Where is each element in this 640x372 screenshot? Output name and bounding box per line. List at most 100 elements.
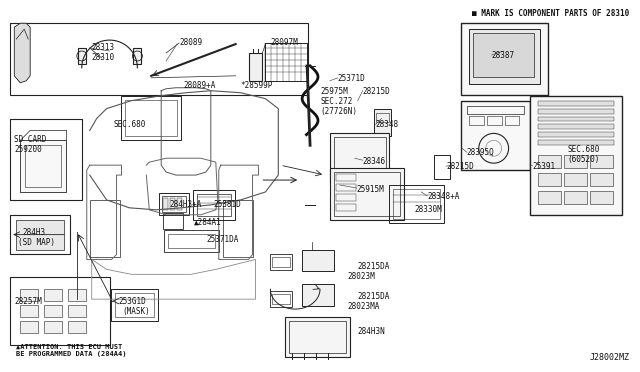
Bar bbox=[10, 277, 109, 345]
Bar bbox=[336, 194, 356, 201]
Text: 28089+A: 28089+A bbox=[183, 81, 216, 90]
Text: 28215D: 28215D bbox=[446, 162, 474, 171]
Bar bbox=[538, 173, 561, 186]
Text: 28348+A: 28348+A bbox=[427, 192, 460, 201]
Bar bbox=[590, 155, 612, 168]
Bar bbox=[273, 294, 290, 304]
Bar bbox=[168, 234, 215, 247]
Bar bbox=[170, 198, 175, 210]
Text: *28599P: *28599P bbox=[241, 81, 273, 90]
Text: 25915M: 25915M bbox=[356, 185, 385, 194]
Bar bbox=[10, 23, 308, 95]
Bar bbox=[90, 200, 120, 257]
Text: 28097M: 28097M bbox=[270, 38, 298, 47]
Bar bbox=[564, 191, 587, 204]
Bar bbox=[487, 116, 502, 125]
Text: 25381D: 25381D bbox=[214, 200, 241, 209]
Bar bbox=[122, 96, 181, 140]
Bar bbox=[538, 155, 561, 168]
Bar bbox=[473, 33, 534, 77]
Polygon shape bbox=[14, 23, 30, 83]
Bar bbox=[248, 53, 262, 81]
Bar bbox=[20, 289, 38, 301]
Bar bbox=[590, 191, 612, 204]
Bar bbox=[538, 140, 614, 145]
Bar bbox=[330, 168, 404, 220]
Bar bbox=[266, 43, 307, 81]
Bar bbox=[20, 140, 66, 192]
Text: 28346: 28346 bbox=[363, 157, 386, 166]
Bar bbox=[461, 101, 531, 170]
Bar bbox=[504, 116, 520, 125]
Bar bbox=[564, 155, 587, 168]
Bar bbox=[44, 289, 62, 301]
Bar bbox=[159, 193, 189, 215]
Text: 28215D: 28215D bbox=[363, 87, 390, 96]
Bar bbox=[564, 173, 587, 186]
Text: 28330M: 28330M bbox=[414, 205, 442, 214]
Bar bbox=[68, 321, 86, 333]
Bar bbox=[164, 230, 219, 251]
Bar bbox=[394, 189, 440, 219]
Text: 28089: 28089 bbox=[179, 38, 202, 47]
Bar bbox=[177, 198, 182, 210]
Bar bbox=[336, 204, 356, 211]
Text: 25975M: 25975M bbox=[320, 87, 348, 96]
Text: 28215DA: 28215DA bbox=[358, 262, 390, 272]
Text: (27726N): (27726N) bbox=[320, 107, 357, 116]
Text: 25371D: 25371D bbox=[338, 74, 365, 83]
Text: SD CARD: SD CARD bbox=[14, 135, 47, 144]
Bar bbox=[590, 173, 612, 186]
Bar bbox=[538, 191, 561, 204]
Bar bbox=[44, 305, 62, 317]
Bar bbox=[133, 48, 141, 64]
Bar bbox=[270, 291, 292, 307]
Bar bbox=[538, 101, 614, 106]
Bar bbox=[334, 172, 401, 216]
Bar bbox=[289, 321, 346, 353]
Text: (MASK): (MASK) bbox=[122, 307, 150, 316]
Bar bbox=[285, 317, 350, 357]
Bar bbox=[78, 48, 86, 64]
Bar bbox=[197, 194, 230, 216]
Bar bbox=[302, 284, 334, 306]
Bar bbox=[469, 116, 484, 125]
Bar bbox=[193, 190, 235, 220]
Bar bbox=[374, 109, 392, 137]
Bar bbox=[68, 305, 86, 317]
Text: ■ MARK IS COMPONENT PARTS OF 28310: ■ MARK IS COMPONENT PARTS OF 28310 bbox=[472, 9, 630, 18]
Bar bbox=[467, 106, 524, 113]
Text: 253G1D: 253G1D bbox=[118, 297, 147, 306]
Bar bbox=[125, 100, 177, 137]
Bar bbox=[270, 254, 292, 270]
Text: 28387: 28387 bbox=[492, 51, 515, 60]
Bar bbox=[111, 289, 158, 321]
Bar bbox=[20, 305, 38, 317]
Bar bbox=[10, 119, 82, 200]
Text: 259200: 259200 bbox=[14, 145, 42, 154]
Bar bbox=[302, 250, 334, 271]
Bar bbox=[434, 155, 450, 179]
Text: 28313: 28313 bbox=[92, 43, 115, 52]
Text: J28002MZ: J28002MZ bbox=[589, 353, 630, 362]
Bar bbox=[531, 96, 621, 215]
Bar bbox=[223, 200, 253, 257]
Text: 28023MA: 28023MA bbox=[348, 302, 380, 311]
Text: 284H3N: 284H3N bbox=[358, 327, 385, 336]
Bar bbox=[469, 29, 540, 84]
Bar bbox=[10, 215, 70, 254]
Bar bbox=[44, 321, 62, 333]
Text: ▲ATTENTION: THIS ECU MUST
BE PROGRAMMED DATA (284A4): ▲ATTENTION: THIS ECU MUST BE PROGRAMMED … bbox=[16, 344, 127, 357]
Bar bbox=[538, 125, 614, 129]
Bar bbox=[334, 137, 385, 179]
Bar bbox=[376, 113, 390, 122]
Text: 28310: 28310 bbox=[92, 53, 115, 62]
Bar bbox=[163, 198, 168, 210]
Text: SEC.272: SEC.272 bbox=[320, 97, 353, 106]
Bar bbox=[162, 196, 186, 212]
Bar bbox=[538, 116, 614, 122]
Text: 25391: 25391 bbox=[532, 162, 556, 171]
Bar bbox=[68, 289, 86, 301]
Text: SEC.680: SEC.680 bbox=[113, 121, 146, 129]
Bar bbox=[115, 293, 154, 317]
